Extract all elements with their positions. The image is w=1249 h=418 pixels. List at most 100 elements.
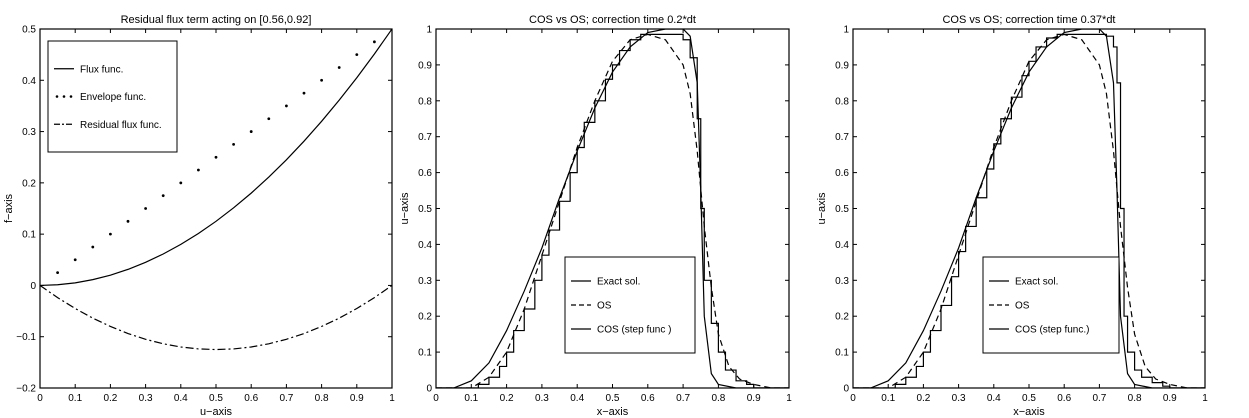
legend-label: COS (step func ) bbox=[597, 325, 671, 336]
data-point bbox=[126, 219, 130, 223]
legend-box bbox=[564, 256, 696, 354]
y-tick-label: 0.3 bbox=[835, 276, 849, 287]
y-tick-label: 0.2 bbox=[835, 312, 849, 323]
x-tick-label: 0.1 bbox=[881, 393, 895, 404]
data-point bbox=[355, 53, 359, 57]
y-tick-label: 0.7 bbox=[835, 132, 849, 143]
data-point bbox=[73, 258, 77, 262]
y-axis-label: f−axis bbox=[3, 193, 15, 223]
legend-swatch bbox=[62, 95, 66, 98]
legend-label: Exact sol. bbox=[1015, 277, 1058, 288]
x-tick-label: 0.1 bbox=[464, 393, 478, 404]
legend-label: Flux func. bbox=[80, 64, 123, 75]
y-tick-label: 0 bbox=[426, 384, 432, 395]
y-tick-label: 0.5 bbox=[418, 204, 432, 215]
legend: Exact sol. OS COS (step func ) bbox=[564, 256, 696, 354]
x-tick-label: 0.5 bbox=[606, 393, 620, 404]
x-tick-label: 1 bbox=[786, 393, 792, 404]
y-tick-label: 0.6 bbox=[418, 168, 432, 179]
y-tick-label: 1 bbox=[426, 25, 432, 36]
data-point bbox=[285, 104, 288, 108]
data-point bbox=[302, 91, 306, 95]
chart-panel-1: Residual flux term acting on [0.56,0.92]… bbox=[3, 14, 395, 418]
x-axis-label: u−axis bbox=[200, 406, 233, 418]
x-tick-label: 0.5 bbox=[1022, 393, 1036, 404]
data-point bbox=[56, 271, 59, 275]
axes-box bbox=[852, 28, 1206, 389]
y-tick-label: 0.3 bbox=[22, 127, 36, 138]
series-os-line bbox=[853, 33, 1205, 388]
y-tick-label: 0.6 bbox=[835, 168, 849, 179]
chart-panel-2: COS vs OS; correction time 0.2*dt 0 0.1 0.2… bbox=[399, 14, 792, 418]
x-tick-label: 0.8 bbox=[711, 393, 725, 404]
y-tick-label: 0.1 bbox=[418, 348, 432, 359]
x-tick-label: 0.5 bbox=[209, 393, 223, 404]
chart-title: COS vs OS; correction time 0.37*dt bbox=[942, 14, 1115, 26]
series-cos-step-func-line bbox=[436, 33, 789, 388]
series-os-line bbox=[436, 33, 789, 388]
y-tick-label: 0.5 bbox=[22, 25, 36, 36]
x-tick-label: 0.7 bbox=[279, 393, 293, 404]
x-tick-label: 0.2 bbox=[500, 393, 514, 404]
x-axis-label: x−axis bbox=[1013, 406, 1045, 418]
legend: Flux func. Envelope func. Residual flux fu… bbox=[47, 40, 178, 153]
x-tick-label: 1 bbox=[1202, 393, 1208, 404]
data-point bbox=[232, 142, 236, 146]
y-tick-label: 0.8 bbox=[418, 96, 432, 107]
data-point bbox=[373, 40, 376, 44]
x-tick-label: 0.4 bbox=[987, 393, 1001, 404]
legend-label: OS bbox=[1015, 301, 1030, 312]
legend-label: Residual flux func. bbox=[80, 120, 162, 131]
x-tick-label: 0 bbox=[850, 393, 856, 404]
x-tick-label: 0.4 bbox=[174, 393, 188, 404]
x-tick-label: 1 bbox=[389, 393, 395, 404]
y-tick-label: 0.2 bbox=[22, 178, 36, 189]
y-tick-label: 0.4 bbox=[418, 240, 432, 251]
y-tick-label: 0.9 bbox=[418, 60, 432, 71]
data-point bbox=[109, 232, 112, 236]
y-tick-label: 0 bbox=[30, 281, 36, 292]
data-point bbox=[91, 245, 95, 249]
x-tick-label: 0.2 bbox=[103, 393, 117, 404]
legend-label: COS (step func.) bbox=[1015, 325, 1089, 336]
x-tick-label: 0.8 bbox=[315, 393, 329, 404]
x-tick-label: 0 bbox=[37, 393, 43, 404]
legend-swatch bbox=[69, 95, 73, 98]
series-envelope-func bbox=[56, 29, 392, 275]
x-tick-label: 0.3 bbox=[139, 393, 153, 404]
x-tick-label: 0.3 bbox=[952, 393, 966, 404]
legend: Exact sol. OS COS (step func.) bbox=[982, 256, 1120, 354]
data-point bbox=[179, 181, 183, 185]
x-tick-label: 0.3 bbox=[535, 393, 549, 404]
y-tick-label: 0.8 bbox=[835, 96, 849, 107]
x-axis-label: x−axis bbox=[597, 406, 629, 418]
data-point bbox=[249, 130, 253, 133]
data-point bbox=[320, 78, 323, 82]
legend-swatch bbox=[55, 95, 59, 98]
data-point bbox=[214, 155, 218, 159]
series-cos-step-func-line bbox=[853, 33, 1205, 388]
x-tick-label: 0.6 bbox=[244, 393, 258, 404]
y-tick-label: 0.1 bbox=[835, 348, 849, 359]
y-tick-label: −0.1 bbox=[16, 332, 36, 343]
y-axis-label: u−axis bbox=[399, 192, 411, 225]
chart-panel-3: COS vs OS; correction time 0.37*dt 0 0.1 0.… bbox=[816, 14, 1208, 418]
legend-label: Exact sol. bbox=[597, 277, 640, 288]
x-tick-label: 0.6 bbox=[1057, 393, 1071, 404]
x-tick-label: 0.7 bbox=[1092, 393, 1106, 404]
data-point bbox=[197, 168, 200, 172]
y-tick-label: 1 bbox=[843, 25, 849, 36]
y-tick-label: 0.3 bbox=[418, 276, 432, 287]
y-tick-label: 0 bbox=[843, 384, 849, 395]
y-tick-label: 0.1 bbox=[22, 230, 36, 241]
x-tick-label: 0.2 bbox=[916, 393, 930, 404]
chart-title: Residual flux term acting on [0.56,0.92] bbox=[121, 14, 312, 26]
y-tick-label: −0.2 bbox=[16, 384, 36, 395]
y-tick-label: 0.4 bbox=[22, 76, 36, 87]
x-tick-label: 0.7 bbox=[676, 393, 690, 404]
axes-box bbox=[435, 28, 790, 389]
y-tick-label: 0.9 bbox=[835, 60, 849, 71]
data-point bbox=[144, 207, 148, 210]
x-tick-label: 0.6 bbox=[641, 393, 655, 404]
